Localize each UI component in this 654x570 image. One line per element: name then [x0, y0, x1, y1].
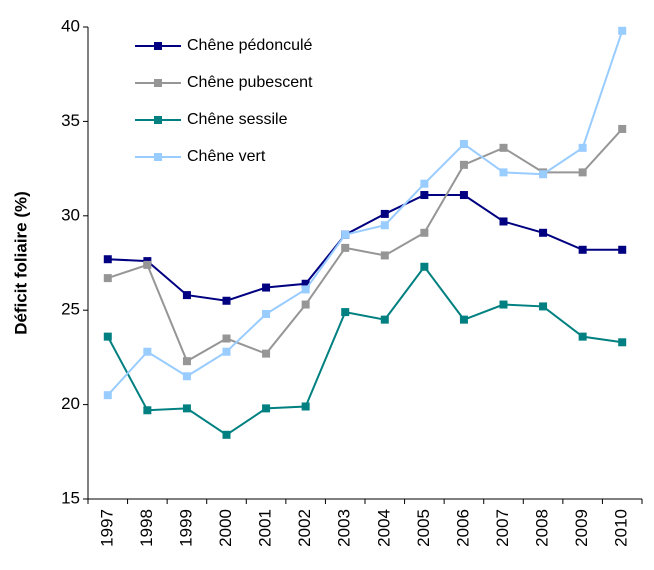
- point: [103, 255, 112, 264]
- point: [301, 402, 310, 411]
- series-line: [107, 194, 623, 302]
- point: [380, 251, 389, 260]
- point: [420, 262, 429, 271]
- point: [143, 406, 152, 415]
- point: [341, 308, 350, 317]
- y-tick-label: 40: [61, 16, 80, 35]
- legend-marker: [154, 79, 162, 87]
- point: [618, 124, 627, 133]
- point: [618, 245, 627, 254]
- point: [301, 285, 310, 294]
- point: [182, 372, 191, 381]
- legend-label: Chêne vert: [187, 148, 266, 165]
- y-axis-label: Déficit foliaire (%): [11, 191, 30, 335]
- legend-label: Chêne pédonculé: [187, 37, 313, 54]
- point: [499, 168, 508, 177]
- legend-marker: [154, 153, 162, 161]
- point: [380, 221, 389, 230]
- point: [578, 332, 587, 341]
- point: [262, 309, 271, 318]
- series-line: [106, 265, 623, 437]
- legend-marker: [154, 116, 162, 124]
- point: [459, 140, 468, 149]
- point: [341, 230, 350, 239]
- point: [182, 291, 191, 300]
- point: [420, 191, 429, 200]
- legend-label: Chêne sessile: [187, 111, 288, 128]
- point: [578, 143, 587, 152]
- series-line: [107, 30, 624, 396]
- point: [182, 357, 191, 366]
- x-tick-label: 2004: [374, 509, 393, 547]
- x-tick-label: 1999: [176, 509, 195, 547]
- point: [103, 391, 112, 400]
- point: [380, 315, 389, 324]
- point: [262, 349, 271, 358]
- point: [222, 296, 231, 305]
- point: [420, 228, 429, 237]
- point: [103, 274, 112, 283]
- x-tick-label: 2008: [533, 509, 552, 547]
- x-tick-label: 2000: [216, 509, 235, 547]
- point: [618, 338, 627, 347]
- point: [459, 191, 468, 200]
- x-tick-label: 2003: [335, 509, 354, 547]
- point: [539, 302, 548, 311]
- point: [499, 143, 508, 152]
- point: [539, 228, 548, 237]
- point: [499, 217, 508, 226]
- point: [459, 315, 468, 324]
- x-tick-label: 2006: [453, 509, 472, 547]
- point: [301, 279, 310, 288]
- point: [143, 260, 152, 269]
- point: [578, 168, 587, 177]
- point: [103, 332, 112, 341]
- x-tick-label: 2009: [572, 509, 591, 547]
- point: [618, 26, 627, 35]
- legend-marker: [154, 42, 162, 50]
- x-tick-label: 1998: [137, 509, 156, 547]
- point: [578, 245, 587, 254]
- point: [499, 300, 508, 309]
- point: [301, 300, 310, 309]
- series-line: [107, 128, 623, 363]
- point: [143, 347, 152, 356]
- y-tick-label: 35: [61, 111, 80, 130]
- point: [459, 160, 468, 169]
- point: [222, 430, 231, 439]
- y-tick-label: 15: [61, 488, 80, 507]
- y-tick-label: 25: [61, 300, 80, 319]
- y-tick-label: 20: [61, 394, 80, 413]
- point: [262, 404, 271, 413]
- point: [539, 170, 548, 179]
- point: [182, 404, 191, 413]
- x-tick-label: 2005: [414, 509, 433, 547]
- point: [420, 179, 429, 188]
- point: [222, 334, 231, 343]
- point: [262, 283, 271, 292]
- y-tick-label: 30: [61, 205, 80, 224]
- x-tick-label: 2002: [295, 509, 314, 547]
- point: [222, 347, 231, 356]
- x-tick-label: 1997: [97, 509, 116, 547]
- legend-label: Chêne pubescent: [187, 74, 313, 91]
- x-tick-label: 2007: [493, 509, 512, 547]
- x-tick-label: 2001: [256, 509, 275, 547]
- point: [380, 209, 389, 218]
- x-tick-label: 2010: [612, 509, 631, 547]
- point: [341, 243, 350, 252]
